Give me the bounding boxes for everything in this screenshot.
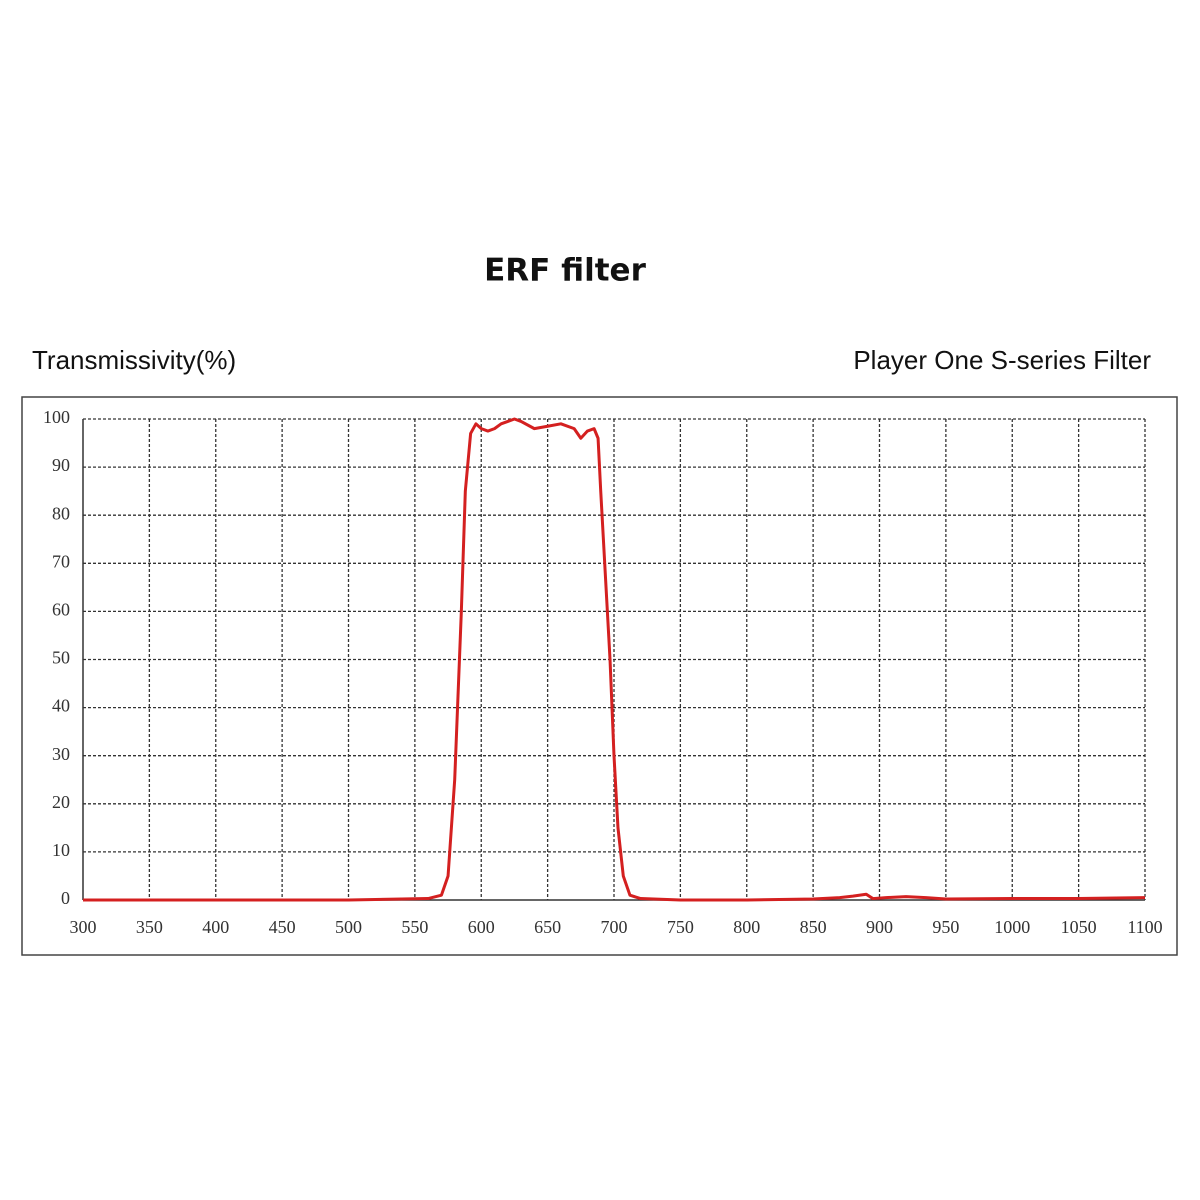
x-tick-label: 850 <box>800 917 827 937</box>
x-tick-label: 1050 <box>1061 917 1097 937</box>
y-tick-label: 80 <box>52 503 70 523</box>
x-tick-label: 450 <box>269 917 296 937</box>
chart-frame <box>21 396 1178 956</box>
x-tick-label: 1000 <box>994 917 1030 937</box>
chart-title: ERF filter <box>484 253 646 289</box>
x-tick-label: 350 <box>136 917 163 937</box>
y-tick-label: 50 <box>52 648 70 668</box>
y-tick-label: 40 <box>52 696 70 716</box>
x-tick-label: 300 <box>70 917 97 937</box>
x-tick-label: 800 <box>733 917 760 937</box>
y-tick-label: 70 <box>52 551 70 571</box>
y-tick-label: 10 <box>52 840 70 860</box>
y-tick-label: 100 <box>43 407 70 427</box>
y-tick-label: 30 <box>52 744 70 764</box>
x-tick-label: 400 <box>202 917 229 937</box>
y-tick-label: 60 <box>52 600 70 620</box>
x-tick-label: 600 <box>468 917 495 937</box>
y-tick-label: 0 <box>61 888 70 908</box>
y-tick-label: 90 <box>52 455 70 475</box>
y-axis-label: Transmissivity(%) <box>32 345 236 375</box>
subtitle: Player One S-series Filter <box>853 345 1151 375</box>
transmission-line <box>83 417 1146 902</box>
x-tick-label: 700 <box>601 917 628 937</box>
x-tick-label: 1100 <box>1127 917 1162 937</box>
x-tick-label: 550 <box>401 917 428 937</box>
x-tick-label: 500 <box>335 917 362 937</box>
x-tick-label: 750 <box>667 917 694 937</box>
x-tick-label: 650 <box>534 917 561 937</box>
x-tick-label: 900 <box>866 917 893 937</box>
x-tick-label: 950 <box>932 917 959 937</box>
y-tick-label: 20 <box>52 792 70 812</box>
